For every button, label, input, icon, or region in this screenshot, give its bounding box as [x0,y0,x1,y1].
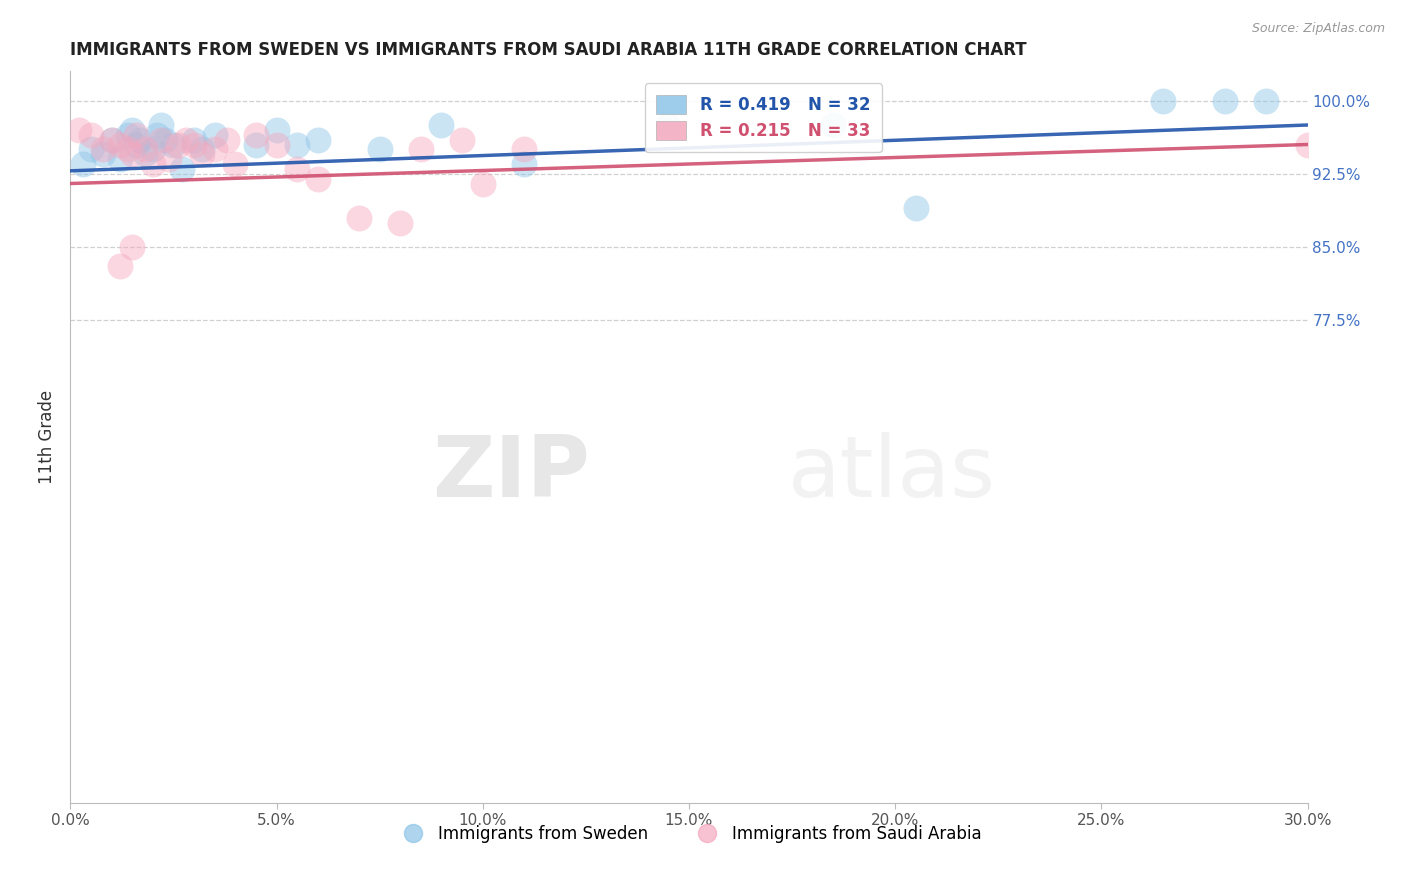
Point [1213,94,1236,108]
Point [142,142,165,156]
Y-axis label: 11th Grade: 11th Grade [38,390,56,484]
Point [409,142,432,156]
Point [80,142,103,156]
Point [125,128,148,142]
Point [108,137,131,152]
Point [1296,137,1319,152]
Point [657,118,679,132]
Point [134,147,156,161]
Point [183,137,205,152]
Point [183,133,205,147]
Point [117,128,139,142]
Point [347,211,370,225]
Point [91,147,114,161]
Point [823,118,845,132]
Point [150,133,173,147]
Point [100,133,122,147]
Point [245,128,267,142]
Text: atlas: atlas [787,432,995,516]
Point [157,152,180,166]
Point [368,142,391,156]
Point [245,137,267,152]
Point [67,123,90,137]
Point [1152,94,1174,108]
Point [266,123,288,137]
Text: ZIP: ZIP [432,432,591,516]
Point [1256,94,1278,108]
Point [204,142,226,156]
Point [142,157,165,171]
Point [150,118,173,132]
Point [121,147,143,161]
Point [117,142,139,156]
Point [91,142,114,156]
Point [125,137,148,152]
Text: IMMIGRANTS FROM SWEDEN VS IMMIGRANTS FROM SAUDI ARABIA 11TH GRADE CORRELATION CH: IMMIGRANTS FROM SWEDEN VS IMMIGRANTS FRO… [70,41,1026,59]
Point [285,161,308,176]
Point [451,133,474,147]
Point [174,133,197,147]
Point [121,123,143,137]
Legend: Immigrants from Sweden, Immigrants from Saudi Arabia: Immigrants from Sweden, Immigrants from … [389,818,988,849]
Point [215,133,238,147]
Point [513,157,536,171]
Point [162,137,184,152]
Point [72,157,94,171]
Point [224,157,246,171]
Point [108,152,131,166]
Point [100,133,122,147]
Point [146,128,169,142]
Point [170,161,193,176]
Point [904,201,927,215]
Point [134,142,156,156]
Point [204,128,226,142]
Point [191,142,214,156]
Point [166,137,188,152]
Point [307,171,329,186]
Point [285,137,308,152]
Point [430,118,453,132]
Point [471,177,494,191]
Point [129,133,152,147]
Point [108,260,131,274]
Point [389,215,412,229]
Point [513,142,536,156]
Point [80,128,103,142]
Text: Source: ZipAtlas.com: Source: ZipAtlas.com [1251,22,1385,36]
Point [191,147,214,161]
Point [121,240,143,254]
Point [153,133,176,147]
Point [307,133,329,147]
Point [266,137,288,152]
